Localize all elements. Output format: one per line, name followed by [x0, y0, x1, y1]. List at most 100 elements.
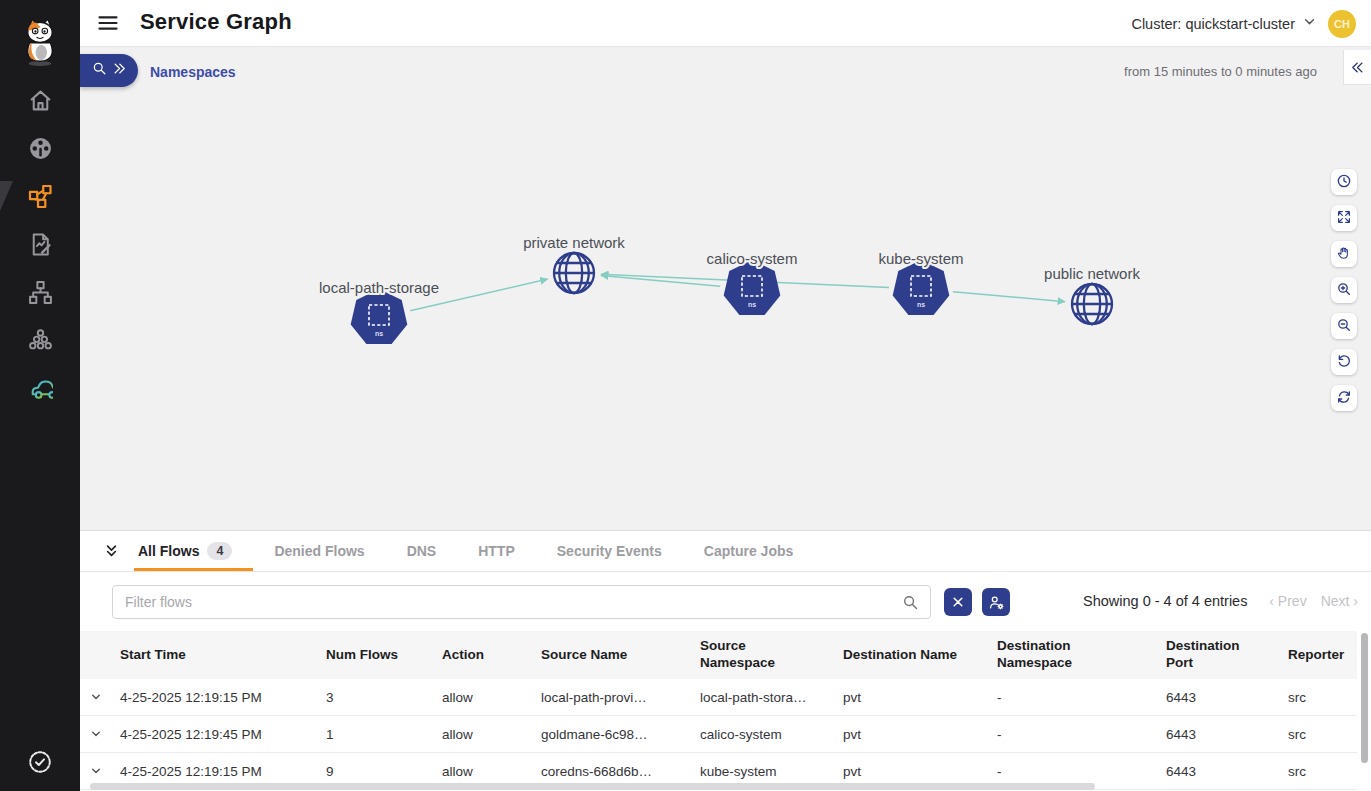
- clusters-icon: [28, 328, 53, 357]
- flows-table-body: 4-25-2025 12:19:15 PM3allowlocal-path-pr…: [80, 679, 1357, 790]
- sidebar-items: [0, 78, 80, 414]
- next-button[interactable]: Next ›: [1321, 593, 1358, 609]
- cell-destination_namespace: -: [997, 764, 1166, 779]
- sidebar-item-drive[interactable]: [0, 366, 80, 414]
- cell-num_flows: 3: [326, 690, 442, 705]
- collapse-right-panel-button[interactable]: [1343, 50, 1371, 85]
- sidebar-item-service-graph[interactable]: [0, 174, 80, 222]
- tab-label: All Flows: [138, 543, 199, 559]
- sidebar-item-reports[interactable]: [0, 222, 80, 270]
- car-icon: [28, 376, 53, 405]
- app-window: Service Graph Cluster: quickstart-cluste…: [0, 0, 1371, 791]
- pan-hand-icon: [1336, 245, 1352, 264]
- sidebar-item-dashboard[interactable]: [0, 126, 80, 174]
- column-header-source_namespace[interactable]: Source Namespace: [700, 638, 843, 672]
- prev-button[interactable]: ‹ Prev: [1269, 593, 1306, 609]
- refresh-button[interactable]: [1331, 385, 1357, 411]
- fit-screen-button[interactable]: [1331, 205, 1357, 231]
- column-header-source_name[interactable]: Source Name: [541, 647, 700, 664]
- compliance-badge-icon[interactable]: [0, 749, 80, 775]
- vertical-scrollbar[interactable]: [1361, 633, 1368, 763]
- tab-count-badge: 4: [207, 542, 232, 560]
- cell-source_namespace: kube-system: [700, 764, 843, 779]
- cell-destination_port: 6443: [1166, 727, 1288, 742]
- cell-destination_port: 6443: [1166, 690, 1288, 705]
- cell-source_namespace: calico-system: [700, 727, 843, 742]
- sidebar: [0, 0, 80, 791]
- graph-node-label: local-path-storage: [319, 279, 439, 296]
- tab-label: DNS: [407, 543, 437, 559]
- sidebar-item-network[interactable]: [0, 270, 80, 318]
- cell-source_name: coredns-668d6b…: [541, 764, 700, 779]
- table-row[interactable]: 4-25-2025 12:19:45 PM1allowgoldmane-6c98…: [80, 716, 1357, 753]
- page-title: Service Graph: [140, 9, 292, 35]
- column-header-start_time[interactable]: Start Time: [120, 647, 326, 664]
- cluster-selector[interactable]: Cluster: quickstart-cluster: [1131, 13, 1318, 34]
- avatar[interactable]: CH: [1328, 10, 1356, 38]
- flows-table: Start TimeNum FlowsActionSource NameSour…: [80, 631, 1357, 790]
- column-header-action[interactable]: Action: [442, 647, 541, 664]
- collapse-panel-button[interactable]: [96, 531, 126, 571]
- pagination: ‹ Prev Next ›: [1269, 593, 1358, 609]
- top-right-controls: Cluster: quickstart-cluster CH: [1131, 0, 1356, 47]
- column-header-destination_namespace[interactable]: Destination Namespace: [997, 638, 1166, 672]
- column-header-destination_name[interactable]: Destination Name: [843, 647, 997, 664]
- graph-node-label: private network: [523, 234, 625, 251]
- column-header-destination_port[interactable]: Destination Port: [1166, 638, 1288, 672]
- hamburger-menu-icon[interactable]: [96, 11, 120, 35]
- graph-node-public-network[interactable]: public network: [1044, 265, 1140, 324]
- reset-view-icon: [1336, 353, 1352, 372]
- cell-source_name: local-path-provi…: [541, 690, 700, 705]
- graph-node-label: kube-system: [878, 250, 963, 267]
- flows-panel: All Flows 4 Denied Flows DNS HTTPSecurity Ev…: [80, 530, 1371, 791]
- column-header-num_flows[interactable]: Num Flows: [326, 647, 442, 664]
- service-graph-canvas[interactable]: nslocal-path-storage private network ns cal…: [80, 47, 1371, 530]
- sidebar-item-home[interactable]: [0, 78, 80, 126]
- zoom-out-button[interactable]: [1331, 313, 1357, 339]
- tab-dns[interactable]: DNS: [386, 531, 458, 571]
- home-icon: [28, 88, 53, 117]
- fit-screen-icon: [1336, 209, 1352, 228]
- graph-edge-kube-system-to-public-network[interactable]: [953, 292, 1065, 302]
- zoom-in-button[interactable]: [1331, 277, 1357, 303]
- sidebar-item-clusters[interactable]: [0, 318, 80, 366]
- tab-all-flows[interactable]: All Flows 4: [134, 531, 253, 571]
- reset-view-button[interactable]: [1331, 349, 1357, 375]
- table-row[interactable]: 4-25-2025 12:19:15 PM3allowlocal-path-pr…: [80, 679, 1357, 716]
- graph-node-private-network[interactable]: private network: [523, 234, 625, 293]
- cell-destination_name: pvt: [843, 727, 997, 742]
- cell-reporter: src: [1288, 690, 1357, 705]
- cell-source_namespace: local-path-stora…: [700, 690, 843, 705]
- tab-label: Capture Jobs: [704, 543, 793, 559]
- pan-hand-button[interactable]: [1331, 241, 1357, 267]
- cell-action: allow: [442, 764, 541, 779]
- flows-tabrow: All Flows 4 Denied Flows DNS HTTPSecurity Ev…: [80, 531, 1371, 572]
- tab-label: Denied Flows: [274, 543, 364, 559]
- tab-denied-flows[interactable]: Denied Flows: [253, 531, 385, 571]
- row-expander-chevron-icon[interactable]: [90, 691, 120, 703]
- zoom-out-icon: [1336, 317, 1352, 336]
- top-bar: Service Graph Cluster: quickstart-cluste…: [80, 0, 1371, 47]
- clear-filter-button[interactable]: [944, 588, 972, 616]
- clock-button[interactable]: [1331, 169, 1357, 195]
- svg-text:ns: ns: [917, 301, 925, 308]
- tab-capture-jobs[interactable]: Capture Jobs: [683, 531, 814, 571]
- search-icon[interactable]: [902, 594, 919, 615]
- zoom-in-icon: [1336, 281, 1352, 300]
- graph-node-local-path-storage[interactable]: nslocal-path-storage: [319, 279, 439, 344]
- graph-node-label: calico-system: [707, 250, 798, 267]
- calico-cat-logo[interactable]: [19, 0, 61, 78]
- horizontal-scrollbar[interactable]: [90, 783, 1095, 790]
- tab-security-events[interactable]: Security Events: [536, 531, 683, 571]
- graph-search-pill[interactable]: [80, 54, 138, 87]
- breadcrumb[interactable]: Namespaces: [150, 64, 236, 80]
- graph-node-kube-system[interactable]: ns kube-system: [878, 250, 963, 315]
- row-expander-chevron-icon[interactable]: [90, 728, 120, 740]
- time-range-label: from 15 minutes to 0 minutes ago: [1124, 64, 1317, 79]
- tab-http[interactable]: HTTP: [457, 531, 536, 571]
- row-expander-chevron-icon[interactable]: [90, 765, 120, 777]
- column-header-reporter[interactable]: Reporter: [1288, 647, 1370, 664]
- filter-flows-input[interactable]: [112, 585, 931, 619]
- chevrons-right-icon: [112, 61, 127, 80]
- column-settings-button[interactable]: [982, 588, 1010, 616]
